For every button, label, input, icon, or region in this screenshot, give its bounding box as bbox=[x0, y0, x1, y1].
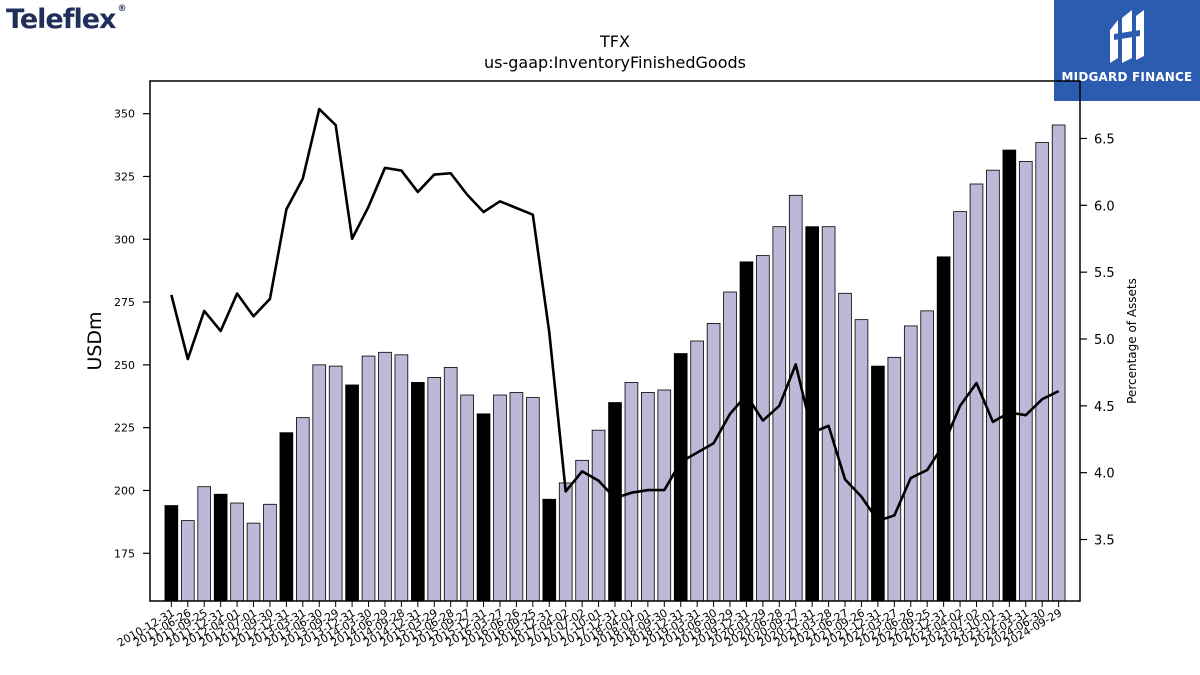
midgard-finance-logo: MIDGARD FINANCE bbox=[1054, 0, 1200, 101]
bar-2011-12-31 bbox=[213, 493, 228, 602]
y-tick-label: 325 bbox=[114, 170, 135, 183]
chart-subtitle: us-gaap:InventoryFinishedGoods bbox=[484, 53, 746, 72]
bar-2016-09-25 bbox=[526, 397, 540, 602]
bar-2018-12-31 bbox=[673, 353, 688, 602]
y2-axis-label: Percentage of Assets bbox=[1125, 278, 1139, 404]
teleflex-logo: Teleflex ® bbox=[6, 4, 126, 35]
bar-2017-07-02 bbox=[575, 459, 589, 602]
bar-2011-06-26 bbox=[180, 520, 195, 602]
bar-2017-04-02 bbox=[558, 482, 573, 602]
bar-2012-04-01 bbox=[230, 502, 244, 602]
left-axis: 175 200 225 250 275 300 325 350 bbox=[114, 108, 150, 560]
bar-2024-06-30 bbox=[1035, 142, 1050, 602]
y-axis-label: USDm bbox=[84, 311, 106, 370]
bar-2018-09-30 bbox=[657, 389, 672, 602]
y-tick-label: 175 bbox=[114, 547, 135, 560]
bar-2015-06-28 bbox=[443, 366, 458, 602]
bar-2021-12-31 bbox=[871, 365, 885, 602]
bar-series bbox=[164, 124, 1066, 602]
bar-2024-09-29 bbox=[1051, 124, 1066, 602]
bar-2011-09-25 bbox=[197, 486, 212, 602]
bar-2016-03-27 bbox=[493, 394, 507, 602]
bar-2019-03-31 bbox=[690, 340, 704, 602]
y-tick-label: 300 bbox=[114, 233, 135, 246]
bar-2015-03-29 bbox=[427, 377, 442, 602]
bar-2020-06-28 bbox=[772, 226, 787, 602]
teleflex-logo-text: Teleflex bbox=[6, 4, 116, 35]
bar-2014-06-29 bbox=[378, 351, 392, 602]
bar-2017-10-01 bbox=[591, 429, 606, 602]
bar-2022-09-25 bbox=[920, 310, 935, 602]
bar-2014-12-31 bbox=[411, 382, 425, 602]
percentage-of-assets-line bbox=[170, 107, 1060, 523]
bar-2021-06-27 bbox=[838, 292, 852, 602]
bar-2020-09-27 bbox=[788, 194, 803, 602]
y-tick-label: 200 bbox=[114, 484, 135, 497]
bar-2014-03-30 bbox=[361, 355, 376, 602]
bar-2012-12-31 bbox=[279, 432, 294, 602]
y-tick-label: 350 bbox=[114, 108, 135, 121]
y2-tick-label: 6.5 bbox=[1094, 132, 1115, 147]
bar-2015-12-31 bbox=[476, 413, 491, 602]
bar-2022-03-27 bbox=[887, 356, 902, 602]
y-tick-label: 250 bbox=[114, 359, 135, 372]
midgard-finance-wordmark: MIDGARD FINANCE bbox=[1061, 70, 1193, 84]
y2-tick-label: 4.0 bbox=[1094, 467, 1115, 482]
bar-2010-12-31 bbox=[164, 505, 179, 602]
y-tick-label: 275 bbox=[114, 296, 135, 309]
bar-2021-03-28 bbox=[821, 226, 836, 602]
bar-2017-12-31 bbox=[608, 402, 622, 602]
bar-2021-09-26 bbox=[854, 319, 869, 602]
bar-2012-09-30 bbox=[263, 503, 277, 602]
y-tick-label: 225 bbox=[114, 422, 135, 435]
y2-tick-label: 3.5 bbox=[1094, 534, 1115, 549]
bar-2013-06-30 bbox=[312, 364, 327, 602]
registered-mark: ® bbox=[117, 4, 126, 14]
y2-tick-label: 6.0 bbox=[1094, 199, 1115, 214]
y2-tick-label: 4.5 bbox=[1094, 400, 1115, 415]
bar-2023-12-31 bbox=[1002, 149, 1017, 602]
bar-2013-12-31 bbox=[345, 384, 359, 602]
bar-2013-09-29 bbox=[328, 365, 343, 602]
bar-2015-09-27 bbox=[460, 394, 474, 602]
y2-tick-label: 5.0 bbox=[1094, 333, 1115, 348]
midgard-emblem-icon bbox=[1110, 10, 1144, 63]
bar-2020-03-29 bbox=[756, 255, 770, 602]
x-axis: 2010-12-312011-06-262011-09-252011-12-31… bbox=[115, 601, 1064, 650]
bar-2014-09-28 bbox=[394, 354, 409, 602]
right-axis: 3.5 4.0 4.5 5.0 5.5 6.0 6.5 bbox=[1080, 132, 1115, 549]
bar-2019-06-30 bbox=[706, 323, 721, 602]
chart-title: TFX bbox=[600, 32, 630, 51]
bar-2016-06-26 bbox=[509, 392, 524, 602]
bar-2023-10-01 bbox=[986, 169, 1000, 602]
bar-2019-09-29 bbox=[723, 291, 737, 602]
bar-2024-03-31 bbox=[1018, 160, 1033, 602]
bar-2016-12-31 bbox=[542, 498, 557, 602]
y2-tick-label: 5.5 bbox=[1094, 266, 1115, 281]
bar-2013-03-31 bbox=[295, 417, 310, 602]
bar-2022-12-31 bbox=[936, 256, 951, 602]
bar-2018-07-01 bbox=[641, 392, 655, 602]
bar-2012-07-01 bbox=[246, 522, 261, 602]
bar-2019-12-31 bbox=[739, 261, 754, 602]
bar-2022-06-26 bbox=[903, 325, 918, 602]
